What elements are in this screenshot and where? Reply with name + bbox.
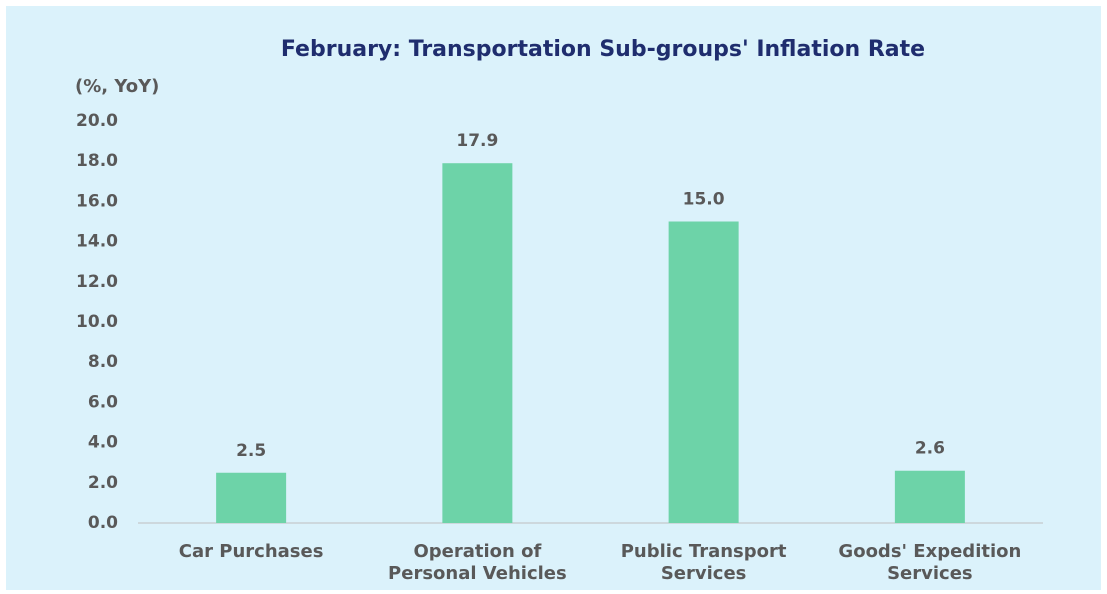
data-label: 15.0 <box>683 190 725 210</box>
y-tick-label: 10.0 <box>76 312 118 332</box>
y-tick-label: 16.0 <box>76 191 118 211</box>
data-label: 17.9 <box>456 131 498 151</box>
y-tick-label: 12.0 <box>76 272 118 292</box>
x-tick-label: Public Transport Services <box>620 541 787 584</box>
bar <box>668 221 739 523</box>
y-tick-label: 6.0 <box>88 392 118 412</box>
bar <box>442 163 513 523</box>
x-tick-label: Goods' Expedition Services <box>838 541 1022 584</box>
y-tick-label: 18.0 <box>76 151 118 171</box>
y-tick-label: 4.0 <box>88 433 118 453</box>
y-tick-label: 0.0 <box>88 513 118 533</box>
chart-title: February: Transportation Sub-groups' Inf… <box>281 37 925 62</box>
y-tick-label: 8.0 <box>88 352 118 372</box>
bar <box>894 470 965 523</box>
x-tick-label: Car Purchases <box>178 541 324 562</box>
data-label: 2.6 <box>915 439 945 459</box>
bar <box>216 472 287 523</box>
y-tick-label: 14.0 <box>76 232 118 252</box>
y-axis-label: (%, YoY) <box>75 76 159 97</box>
data-label: 2.5 <box>236 441 266 461</box>
x-tick-label: Operation of Personal Vehicles <box>388 541 567 584</box>
y-tick-label: 20.0 <box>76 111 118 131</box>
y-tick-label: 2.0 <box>88 473 118 493</box>
